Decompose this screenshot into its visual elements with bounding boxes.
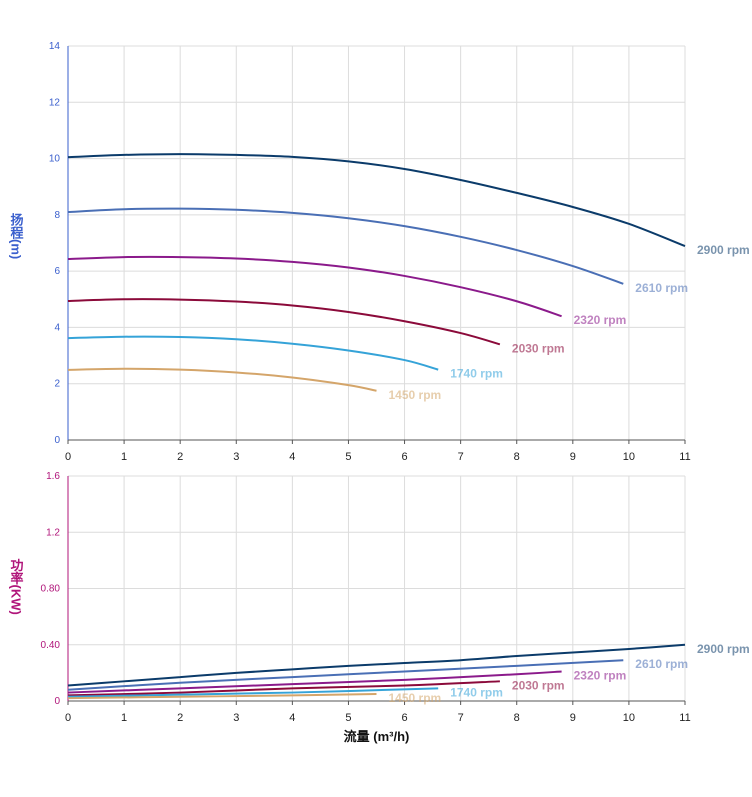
series-label: 2900 rpm: [697, 642, 750, 656]
series-label: 2030 rpm: [512, 341, 565, 355]
series-label: 2610 rpm: [635, 281, 688, 295]
y-tick-label: 0: [54, 696, 60, 707]
x-tick-label: 0: [65, 712, 71, 724]
curve: [67, 207, 624, 285]
y-tick-label: 0: [54, 435, 60, 446]
x-tick-label: 4: [289, 451, 295, 463]
y-tick-label: 2: [54, 379, 60, 390]
x-tick-label: 5: [345, 451, 351, 463]
curve: [67, 255, 562, 318]
x-tick-label: 8: [514, 451, 520, 463]
curve: [67, 687, 439, 698]
x-tick-label: 10: [623, 712, 635, 724]
x-tick-label: 7: [458, 712, 464, 724]
curve: [67, 153, 686, 248]
curve: [67, 643, 686, 687]
x-tick-label: 9: [570, 451, 576, 463]
x-tick-label: 11: [679, 712, 690, 724]
x-tick-label: 6: [401, 712, 407, 724]
series-label: 1450 rpm: [389, 388, 442, 402]
x-tick-label: 2: [177, 451, 183, 463]
y-tick-label: 4: [54, 322, 60, 333]
curve: [67, 367, 377, 392]
x-tick-label: 4: [289, 712, 295, 724]
series-label: 2320 rpm: [574, 668, 627, 682]
series-label: 2030 rpm: [512, 678, 565, 692]
series-label: 1740 rpm: [450, 685, 503, 699]
x-tick-label: 0: [65, 451, 71, 463]
x-tick-label: 10: [623, 451, 635, 463]
x-tick-label: 3: [233, 451, 239, 463]
y-tick-label: 8: [54, 210, 60, 221]
y-tick-label: 1.2: [46, 527, 60, 538]
x-tick-label: 3: [233, 712, 239, 724]
x-axis-title: 流量 (m³/h): [344, 729, 410, 744]
x-tick-label: 1: [121, 451, 127, 463]
curve: [67, 670, 562, 694]
series-label: 2610 rpm: [635, 657, 688, 671]
x-tick-label: 9: [570, 712, 576, 724]
x-tick-label: 6: [401, 451, 407, 463]
y-tick-label: 1.6: [46, 471, 60, 482]
x-tick-label: 11: [679, 451, 690, 463]
y-tick-label: 14: [49, 41, 61, 52]
y-tick-label: 12: [49, 97, 61, 108]
x-tick-label: 2: [177, 712, 183, 724]
series-label: 1450 rpm: [389, 691, 442, 705]
curve: [67, 335, 439, 371]
y-tick-label: 0.80: [41, 584, 61, 595]
curve: [67, 659, 624, 691]
series-label: 2900 rpm: [697, 243, 750, 257]
x-tick-label: 7: [458, 451, 464, 463]
y-tick-label: 0.40: [41, 640, 61, 651]
curve: [67, 680, 500, 697]
x-tick-label: 8: [514, 712, 520, 724]
series-label: 2320 rpm: [574, 313, 627, 327]
curve: [67, 692, 377, 700]
y-tick-label: 10: [49, 154, 61, 165]
series-label: 1740 rpm: [450, 367, 503, 381]
curve: [67, 298, 501, 346]
x-tick-label: 5: [345, 712, 351, 724]
y-axis-title: 功率(KW): [9, 559, 24, 615]
y-axis-title: 扬程(m): [9, 212, 24, 259]
y-tick-label: 6: [54, 266, 60, 277]
x-tick-label: 1: [121, 712, 127, 724]
